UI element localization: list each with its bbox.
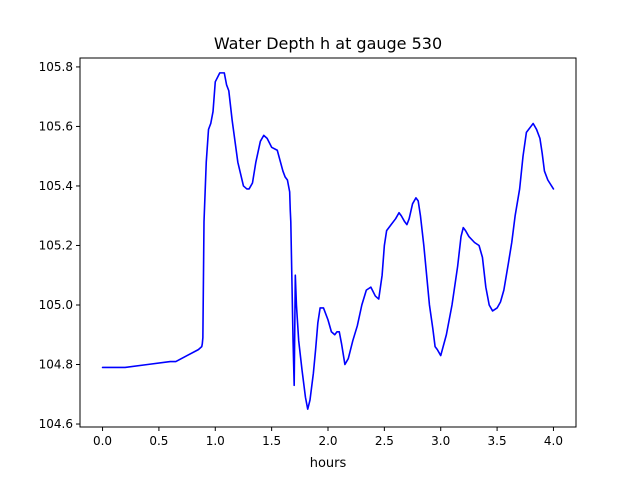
x-tick-label: 1.0 [206,434,225,448]
x-tick-label: 4.0 [544,434,563,448]
x-tick-label: 3.0 [431,434,450,448]
x-tick-label: 3.5 [488,434,507,448]
y-tick-label: 105.2 [39,238,73,252]
x-tick-label: 2.0 [318,434,337,448]
x-tick-label: 2.5 [375,434,394,448]
y-tick-label: 105.6 [39,119,73,133]
series-line-0 [101,72,555,410]
y-tick-label: 105.0 [39,298,73,312]
x-tick-label: 0.5 [149,434,168,448]
x-axis-label: hours [310,456,347,471]
y-tick-label: 104.8 [39,358,73,372]
x-tick-label: 0.0 [93,434,112,448]
y-tick-label: 105.8 [39,60,73,74]
x-tick-label: 1.5 [262,434,281,448]
chart-title: Water Depth h at gauge 530 [214,34,442,53]
y-tick-label: 105.4 [39,179,73,193]
plot-area: 0.0 0.5 1.0 1.5 2.0 2.5 3.0 3.5 4.0 104.6 104.8 105… [39,57,577,448]
y-tick-label: 104.6 [39,417,73,431]
